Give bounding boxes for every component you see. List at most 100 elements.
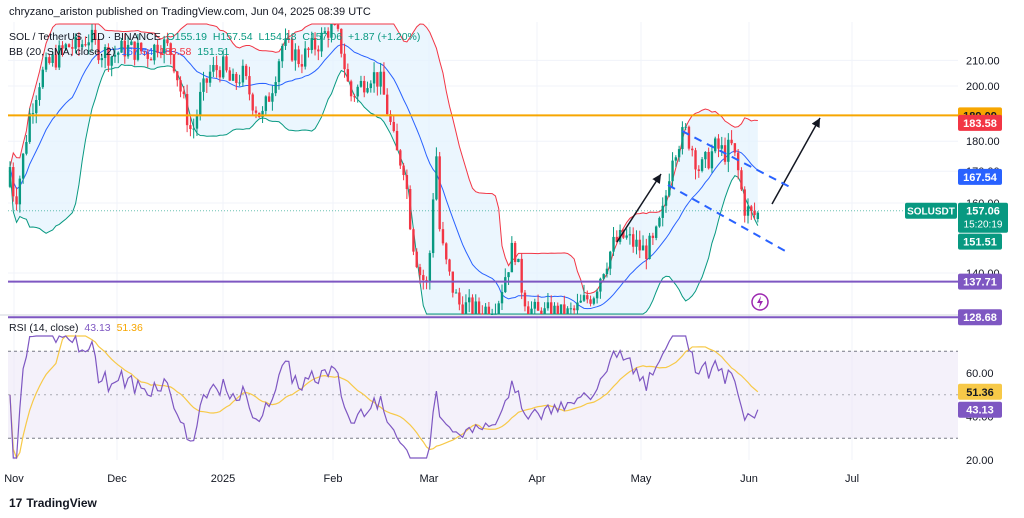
candle-body bbox=[8, 167, 12, 187]
x-tick-label: 2025 bbox=[211, 473, 235, 485]
candle-body bbox=[710, 151, 714, 169]
candle-body bbox=[326, 31, 330, 38]
alert-icon-bolt bbox=[757, 296, 763, 308]
candle bbox=[18, 175, 22, 213]
candle-body bbox=[714, 138, 717, 152]
candle-body bbox=[136, 42, 140, 60]
candle-body bbox=[612, 236, 615, 252]
candle-body bbox=[428, 253, 432, 282]
candle-body bbox=[235, 73, 238, 83]
candle-body bbox=[651, 235, 655, 238]
candle bbox=[51, 50, 54, 67]
candle bbox=[700, 156, 704, 173]
candle bbox=[454, 289, 458, 294]
candle-body bbox=[287, 38, 290, 40]
horizontal-levels[interactable] bbox=[8, 114, 958, 319]
level-tag-support: 128.68 bbox=[958, 309, 1002, 326]
candle bbox=[248, 66, 251, 101]
bb-legend[interactable]: BB (20, SMA, close, 2) 167.54 183.58 151… bbox=[9, 46, 232, 58]
candle-body bbox=[333, 24, 336, 25]
candle bbox=[343, 43, 346, 78]
candle-body bbox=[441, 229, 445, 244]
candle bbox=[694, 147, 697, 180]
candle-body bbox=[454, 292, 458, 294]
candle bbox=[153, 43, 156, 65]
candle bbox=[609, 250, 612, 276]
last-price-text: 157.06 bbox=[966, 206, 1000, 218]
candle-body bbox=[408, 189, 412, 230]
bb-label: BB (20, SMA, close, 2) bbox=[9, 46, 116, 58]
main-legend[interactable]: SOL / TetherUS · 1D · BINANCE O155.19 H1… bbox=[9, 31, 423, 43]
candle bbox=[113, 45, 117, 63]
candle bbox=[48, 53, 51, 65]
candle bbox=[304, 41, 307, 70]
low-value: L154.18 bbox=[258, 31, 297, 43]
candle-body bbox=[399, 150, 402, 166]
candle-body bbox=[572, 308, 576, 311]
candle bbox=[71, 39, 74, 56]
candle-body bbox=[605, 268, 609, 275]
candle bbox=[743, 186, 746, 223]
candle bbox=[100, 53, 104, 68]
candle bbox=[205, 77, 208, 94]
tradingview-brand[interactable]: 17 TradingView bbox=[9, 496, 97, 510]
candle bbox=[717, 134, 720, 158]
candle bbox=[684, 123, 687, 131]
candle-body bbox=[169, 43, 172, 55]
candle bbox=[628, 226, 632, 245]
candle bbox=[477, 297, 481, 314]
candle-body bbox=[208, 71, 212, 83]
candle bbox=[294, 43, 297, 71]
candle bbox=[730, 130, 733, 146]
candle-body bbox=[523, 292, 527, 307]
candle-body bbox=[340, 28, 343, 54]
candle bbox=[530, 301, 533, 314]
candle-body bbox=[248, 76, 251, 95]
alert-icon bbox=[751, 293, 769, 311]
candle-body bbox=[395, 130, 399, 151]
x-tick-label: Jul bbox=[845, 473, 859, 485]
candle bbox=[117, 51, 120, 64]
candle bbox=[182, 86, 186, 99]
candle bbox=[284, 28, 287, 50]
candle-body bbox=[461, 304, 464, 314]
bb-basis-tag-text: 167.54 bbox=[963, 172, 998, 184]
candle bbox=[130, 39, 133, 46]
candle-body bbox=[172, 54, 176, 72]
candle-body bbox=[389, 114, 392, 122]
candle-body bbox=[494, 313, 497, 315]
candle bbox=[405, 169, 409, 200]
candle bbox=[74, 33, 77, 54]
level-tag-support-bg bbox=[958, 309, 1002, 326]
candle-body bbox=[18, 178, 22, 205]
candle-body bbox=[448, 259, 451, 272]
candle-body bbox=[691, 148, 694, 151]
trend-drawings[interactable] bbox=[616, 117, 821, 311]
candle bbox=[720, 136, 723, 157]
candle-body bbox=[77, 36, 81, 48]
candle-body bbox=[664, 195, 668, 206]
candle bbox=[661, 197, 664, 227]
candle bbox=[333, 24, 336, 26]
candle-body bbox=[330, 24, 333, 38]
candle bbox=[592, 296, 596, 306]
candle-body bbox=[267, 96, 271, 102]
candle-body bbox=[536, 301, 540, 311]
rsi-legend[interactable]: RSI (14, close) 43.13 51.36 bbox=[9, 322, 146, 334]
x-tick-label: Mar bbox=[420, 473, 439, 485]
candle bbox=[189, 115, 192, 137]
candle-body bbox=[310, 38, 313, 51]
candle bbox=[38, 82, 41, 106]
candle bbox=[231, 68, 235, 82]
candle-body bbox=[87, 42, 90, 46]
candle bbox=[533, 298, 536, 314]
candle bbox=[710, 144, 714, 173]
candle bbox=[107, 43, 110, 72]
x-tick-label: Dec bbox=[107, 473, 127, 485]
candle-body bbox=[435, 156, 438, 200]
candle-body bbox=[71, 47, 74, 49]
candle-body bbox=[586, 295, 589, 300]
candle bbox=[507, 272, 510, 286]
candle-body bbox=[638, 239, 641, 251]
